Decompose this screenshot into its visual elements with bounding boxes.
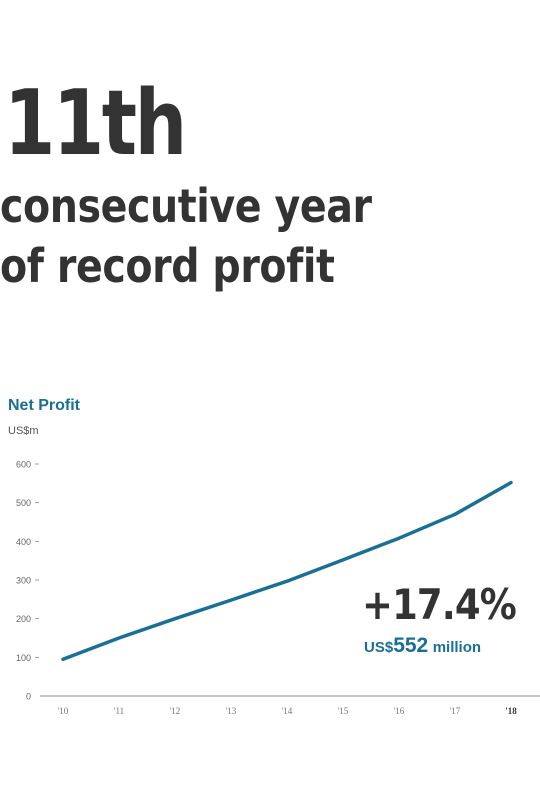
y-tick-label: 200 — [16, 614, 31, 624]
headline-line-2: of record profit — [0, 239, 335, 293]
headline-line-1: consecutive year — [0, 179, 372, 233]
x-tick-label: '11 — [114, 706, 124, 716]
net-profit-chart: 0 100 200 300 400 500 600 '10 '11 '12 '13 '14 '15 '16… — [16, 460, 540, 716]
currency-label: US$ — [364, 639, 394, 656]
x-tick-label: '10 — [58, 706, 69, 716]
x-tick-label: '16 — [394, 706, 405, 716]
net-profit-line — [61, 480, 513, 662]
y-tick-label: 600 — [16, 460, 31, 470]
x-tick-label: '12 — [170, 706, 181, 716]
x-tick-label: '15 — [338, 706, 349, 716]
net-profit-value: US$552 million — [364, 634, 481, 658]
amount-unit: million — [432, 639, 482, 656]
y-tick-label: 400 — [16, 537, 31, 547]
x-tick-label: '17 — [450, 706, 461, 716]
y-tick-label: 500 — [16, 498, 31, 508]
chart-unit-label: US$m — [8, 425, 39, 437]
x-tick-label: '13 — [226, 706, 237, 716]
chart-title: Net Profit — [8, 397, 80, 414]
y-tick-label: 100 — [16, 653, 31, 663]
y-tick-label: 300 — [16, 576, 31, 586]
amount-value: 552 — [393, 634, 429, 657]
y-tick-label: 0 — [26, 692, 31, 702]
x-tick-label: '18 — [505, 706, 517, 716]
growth-percentage: +17.4% — [362, 580, 517, 629]
x-tick-label: '14 — [282, 706, 293, 716]
headline-rank: 11th — [4, 71, 187, 176]
